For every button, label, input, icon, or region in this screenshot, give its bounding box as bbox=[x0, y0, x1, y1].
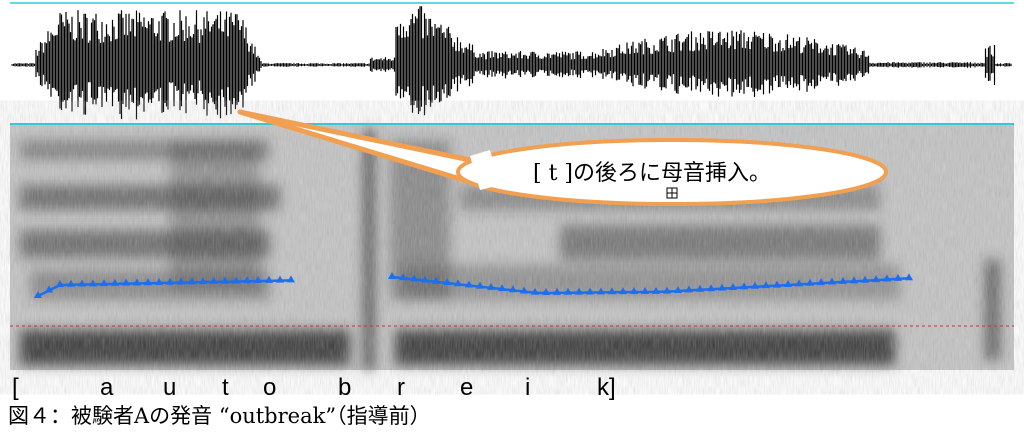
phone-label: b bbox=[338, 374, 352, 401]
callout-text: [ t ]の後ろに母音挿入。 bbox=[533, 161, 771, 186]
phone-label: o bbox=[263, 374, 277, 401]
caption: 図４：被験者Aの発音 “outbreak”（指導前） bbox=[8, 404, 431, 428]
phone-label: r bbox=[397, 374, 405, 401]
speech-analysis: [ t ]の後ろに母音挿入。 bbox=[10, 2, 1014, 370]
phone-label: [ bbox=[12, 374, 19, 401]
phone-label: a bbox=[100, 374, 114, 401]
phone-label: t bbox=[222, 374, 229, 401]
callout: [ t ]の後ろに母音挿入。 bbox=[237, 109, 888, 206]
pitch-contour bbox=[34, 272, 913, 298]
phone-label: k] bbox=[597, 374, 616, 401]
phone-label: i bbox=[525, 374, 531, 401]
phone-label: e bbox=[460, 374, 474, 401]
waveform bbox=[11, 6, 1012, 120]
phone-label: u bbox=[163, 374, 177, 401]
